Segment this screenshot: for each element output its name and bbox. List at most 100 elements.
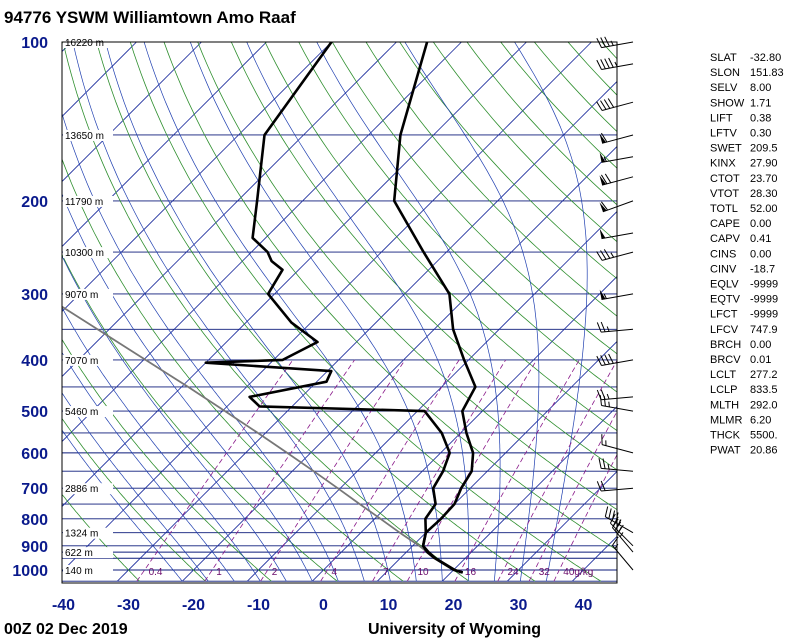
wind-barb-staff [601, 444, 634, 454]
moist-adiabat-line [316, 42, 501, 582]
grid-layer [62, 42, 617, 582]
wind-barb-flag [600, 250, 607, 260]
index-value: -18.7 [750, 263, 775, 275]
index-name: EQLV [710, 279, 739, 291]
index-value: 28.30 [750, 188, 778, 200]
index-value: 6.20 [750, 414, 771, 426]
wind-barb-flag [600, 174, 608, 185]
dry-adiabat-line [264, 42, 617, 432]
moist-adiabat-line [514, 42, 588, 582]
moist-adiabat-line [62, 351, 235, 582]
wind-barb-flag [608, 353, 614, 364]
wind-barb [596, 249, 634, 261]
chart-title: 94776 YSWM Williamtown Amo Raaf [4, 8, 296, 27]
index-value: 27.90 [750, 158, 778, 170]
wind-barb-staff [601, 156, 634, 163]
dry-adiabat-line [129, 42, 602, 582]
index-name: CTOT [710, 173, 740, 185]
index-name: CINS [710, 248, 736, 260]
height-label-bg [63, 483, 113, 495]
wind-barb-pennant [599, 228, 606, 239]
height-label: 7070 m [65, 356, 98, 367]
mixing-ratio-line [528, 410, 617, 582]
wind-barb-staff [601, 232, 634, 240]
wind-barb [599, 289, 634, 300]
wind-barb-staff [612, 527, 634, 553]
isotherm-line [312, 275, 617, 582]
mixing-ratio-labels: 0.4 1 2 4 7 10 16 24 32 40g/kg [149, 567, 594, 578]
dry-adiabat-line [62, 417, 206, 582]
profile-layer [62, 42, 477, 574]
pressure-label: 100 [21, 35, 48, 52]
wind-barb-flag [600, 201, 609, 211]
wind-barb-flag [600, 59, 606, 70]
isotherm-line [62, 42, 592, 573]
isotherm-line [62, 42, 267, 248]
moist-adiabat-line [62, 255, 287, 582]
mixing-ratio-line [136, 359, 294, 582]
index-value: 52.00 [750, 203, 778, 215]
wind-barb-flag [603, 249, 611, 259]
mixing-ratio-line [553, 453, 617, 582]
temperature-tick-label: -20 [182, 597, 205, 614]
wind-barb-flag [596, 389, 602, 400]
moist-adiabat-line [189, 42, 443, 582]
pressure-label: 800 [21, 512, 48, 529]
wind-barb [611, 536, 634, 571]
index-name: TOTL [710, 203, 738, 215]
pressure-label: 600 [21, 446, 48, 463]
index-name: SHOW [710, 97, 745, 109]
stability-indices: SLAT -32.80 SLON 151.83 SELV 8.00 SHOW 1.71 LIFT… [710, 52, 784, 457]
wind-barb-staff [601, 487, 634, 492]
mixing-ratio-line [320, 359, 460, 582]
dry-adiabat-line [230, 42, 617, 471]
index-name: LFCV [710, 324, 739, 336]
wind-barb [604, 506, 634, 534]
height-label: 13650 m [65, 131, 104, 142]
wind-barb-pennant [599, 152, 606, 163]
dry-adiabat-line [96, 42, 536, 582]
index-value: 0.30 [750, 128, 771, 140]
height-label-bg [63, 129, 113, 141]
index-name: CAPE [710, 218, 740, 230]
height-label: 9070 m [65, 290, 98, 301]
dry-adiabat-line [399, 42, 617, 280]
wind-barb [596, 480, 634, 492]
height-label: 140 m [65, 566, 93, 577]
wind-barb-staff [601, 134, 634, 144]
wind-barb-half-flag [606, 326, 610, 332]
index-name: LFTV [710, 128, 738, 140]
index-name: EQTV [710, 294, 741, 306]
wind-barb-flag [602, 458, 606, 469]
wind-barb-flag [596, 37, 602, 48]
mixing-ratio-label: 2 [272, 567, 278, 578]
wind-barb-half-flag [607, 463, 610, 470]
mixing-ratio-line [406, 359, 538, 582]
wind-barb-flag [596, 101, 603, 111]
index-name: LIFT [710, 112, 733, 124]
isotherm-line [507, 470, 617, 582]
index-name: CAPV [710, 233, 741, 245]
index-value: 209.5 [750, 143, 778, 155]
temperature-tick-label: 10 [380, 597, 398, 614]
wind-barb-flag [604, 354, 610, 365]
index-value: 0.00 [750, 339, 771, 351]
height-label: 11790 m [65, 197, 103, 208]
wind-barb-flag [611, 536, 619, 546]
wind-barb-flag [604, 58, 610, 69]
isotherm-line [377, 340, 617, 582]
wind-barb-staff [610, 522, 634, 547]
height-label-bg [63, 547, 113, 559]
temperature-tick-label: -30 [117, 597, 140, 614]
index-name: THCK [710, 430, 741, 442]
dry-adiabat-line [331, 42, 617, 355]
wind-barb [599, 228, 634, 240]
dry-adiabat-line [365, 42, 617, 317]
dry-adiabat-line [197, 42, 617, 511]
index-value: 20.86 [750, 445, 778, 457]
moist-adiabat-line [246, 42, 470, 582]
mixing-ratio-label: 1 [216, 567, 222, 578]
wind-barb-staff [601, 328, 634, 333]
wind-barb-pennant [599, 175, 606, 186]
